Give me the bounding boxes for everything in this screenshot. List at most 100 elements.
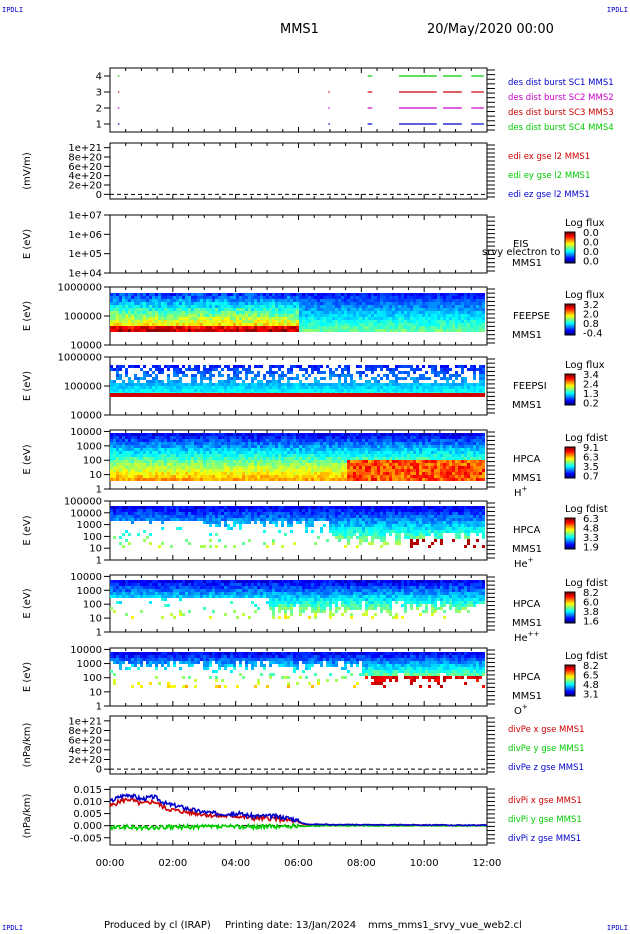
heat-cell	[464, 302, 467, 305]
heat-cell	[191, 454, 194, 457]
heat-cell	[275, 472, 278, 475]
heat-cell	[470, 368, 473, 371]
heat-cell	[146, 472, 149, 475]
heat-cell	[329, 293, 332, 296]
instrument-label: FEEPSE	[513, 311, 550, 322]
heat-cell	[383, 317, 386, 320]
heat-cell	[185, 393, 188, 397]
heat-cell	[473, 308, 476, 311]
heat-cell	[371, 460, 374, 463]
heat-cell	[272, 442, 275, 445]
heat-cell	[422, 436, 425, 439]
heat-cell	[263, 460, 266, 463]
heat-cell	[224, 317, 227, 320]
heat-cell	[404, 389, 407, 392]
heat-cell	[218, 439, 221, 442]
colorbar-cell	[565, 326, 575, 328]
heat-cell	[170, 393, 173, 397]
heat-cell	[122, 311, 125, 314]
heat-cell	[224, 323, 227, 326]
heat-cell	[188, 389, 191, 392]
heat-cell	[260, 460, 263, 463]
heat-cell	[464, 386, 467, 389]
heat-cell	[452, 374, 455, 377]
heat-cell	[275, 320, 278, 323]
heat-cell	[164, 299, 167, 302]
heat-cell	[296, 383, 299, 386]
heat-cell	[263, 329, 266, 332]
heat-cell	[251, 311, 254, 314]
heat-cell	[248, 448, 251, 451]
heat-cell	[323, 326, 326, 329]
heat-cell	[476, 302, 479, 305]
heat-cell	[329, 460, 332, 463]
heat-cell	[341, 329, 344, 332]
heat-cell	[323, 314, 326, 317]
heat-cell	[224, 380, 227, 383]
heat-cell	[134, 475, 137, 478]
heat-cell	[344, 475, 347, 478]
heat-cell	[332, 320, 335, 323]
heat-cell	[467, 320, 470, 323]
heat-cell	[212, 299, 215, 302]
heat-cell	[329, 475, 332, 478]
heat-cell	[275, 296, 278, 299]
heat-cell	[242, 326, 245, 329]
heat-cell	[269, 293, 272, 296]
heat-cell	[188, 299, 191, 302]
heat-cell	[113, 317, 116, 320]
heat-cell	[371, 478, 374, 481]
heat-cell	[296, 454, 299, 457]
colorbar-cell	[565, 400, 575, 402]
heat-cell	[392, 463, 395, 466]
heat-cell	[218, 463, 221, 466]
heat-cell	[257, 469, 260, 472]
heat-cell	[140, 308, 143, 311]
heat-cell	[335, 389, 338, 392]
heat-cell	[482, 383, 485, 386]
y-axis-label: E (eV)	[22, 301, 33, 331]
heat-cell	[416, 368, 419, 371]
heat-cell	[287, 454, 290, 457]
heat-cell	[338, 305, 341, 308]
heat-cell	[254, 393, 257, 397]
heat-cell	[275, 448, 278, 451]
heat-cell	[395, 451, 398, 454]
heat-cell	[113, 368, 116, 371]
heat-cell	[191, 311, 194, 314]
heat-cell	[233, 442, 236, 445]
y-tick-label: 2	[96, 104, 102, 115]
heat-cell	[377, 302, 380, 305]
heat-cell	[359, 478, 362, 481]
heat-cell	[398, 296, 401, 299]
heat-cell	[242, 317, 245, 320]
heat-cell	[380, 469, 383, 472]
heat-cell	[320, 308, 323, 311]
heat-cell	[383, 457, 386, 460]
heat-cell	[320, 433, 323, 436]
heat-cell	[116, 329, 119, 332]
heat-cell	[245, 374, 248, 377]
heat-cell	[143, 478, 146, 481]
heat-cell	[314, 302, 317, 305]
heat-cell	[134, 293, 137, 296]
heat-cell	[197, 442, 200, 445]
heat-cell	[197, 329, 200, 332]
heat-cell	[236, 314, 239, 317]
heat-cell	[275, 323, 278, 326]
heat-cell	[320, 439, 323, 442]
heat-cell	[182, 293, 185, 296]
heat-cell	[215, 451, 218, 454]
colorbar-cell	[565, 402, 575, 404]
heat-cell	[311, 460, 314, 463]
heat-cell	[224, 457, 227, 460]
heat-cell	[278, 472, 281, 475]
heat-cell	[431, 296, 434, 299]
heat-cell	[308, 305, 311, 308]
heat-cell	[158, 386, 161, 389]
heat-cell	[380, 383, 383, 386]
heat-cell	[305, 320, 308, 323]
heat-cell	[350, 308, 353, 311]
colorbar-cell	[565, 388, 575, 390]
heat-cell	[131, 460, 134, 463]
